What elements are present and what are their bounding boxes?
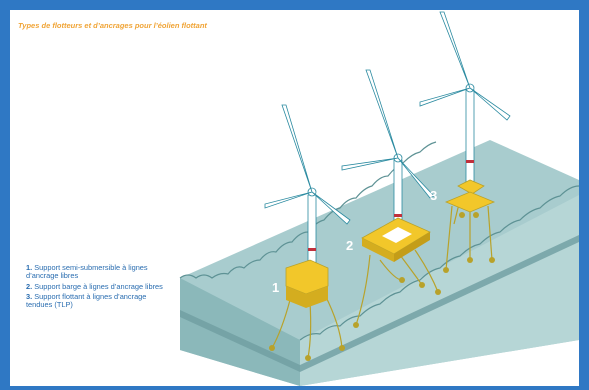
legend-text: Support semi-submersible à lignes d’ancr… (26, 263, 148, 280)
legend-item-2: 2. Support barge à lignes d’ancrage libr… (26, 281, 166, 291)
figure-title: Types de flotteurs et d’ancrages pour l’… (18, 21, 207, 30)
callout-3: 3 (430, 188, 437, 203)
legend-number: 1. (26, 263, 33, 272)
turbine-tlp (419, 11, 511, 213)
floating-wind-illustration: 1 2 3 (179, 11, 579, 386)
legend-item-3: 3. Support flottant à lignes d’ancrage t… (26, 293, 166, 309)
anchor-points (269, 212, 495, 361)
legend-text: Support barge à lignes d’ancrage libres (34, 281, 163, 291)
turbine-semi-submersible (264, 104, 351, 308)
legend: 1. Support semi-submersible à lignes d’a… (26, 264, 166, 312)
turbine-barge (341, 69, 435, 262)
callout-2: 2 (346, 238, 353, 253)
legend-number: 3. (26, 292, 33, 302)
callout-1: 1 (272, 280, 279, 295)
legend-text: Support flottant à lignes d’ancrage tend… (26, 292, 147, 310)
figure-panel: Types de flotteurs et d’ancrages pour l’… (10, 10, 579, 386)
legend-item-1: 1. Support semi-submersible à lignes d’a… (26, 264, 166, 280)
legend-number: 2. (26, 281, 33, 291)
sea-block (179, 140, 579, 386)
